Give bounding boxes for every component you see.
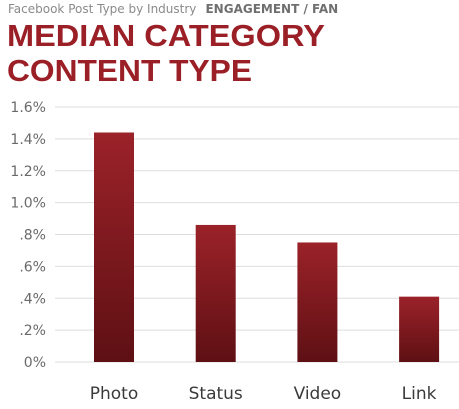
y-tick-label: .4%: [19, 291, 46, 307]
supertitle-emphasis: ENGAGEMENT / FAN: [205, 2, 338, 16]
x-tick-label: Photo: [90, 384, 139, 404]
supertitle: Facebook Post Type by Industry ENGAGEMEN…: [8, 0, 338, 17]
y-tick-label: 1.6%: [10, 100, 46, 116]
y-tick-label: 1.0%: [10, 196, 46, 212]
y-tick-label: 0%: [24, 355, 46, 371]
chart-title: MEDIAN CATEGORY: [7, 18, 325, 53]
bar: [94, 132, 134, 362]
x-tick-label: Link: [402, 384, 437, 404]
y-tick-label: 1.2%: [10, 164, 46, 180]
y-tick-label: .8%: [19, 228, 46, 244]
supertitle-text: Facebook Post Type by Industry: [8, 2, 196, 16]
chart-title: CONTENT TYPE: [7, 53, 252, 88]
bar: [399, 296, 440, 362]
x-tick-label: Video: [294, 384, 342, 404]
y-tick-label: .2%: [19, 323, 46, 339]
y-tick-label: .6%: [19, 259, 46, 275]
bar: [195, 224, 236, 362]
bar: [297, 242, 338, 362]
y-tick-label: 1.4%: [10, 132, 46, 148]
x-tick-label: Status: [189, 384, 243, 404]
